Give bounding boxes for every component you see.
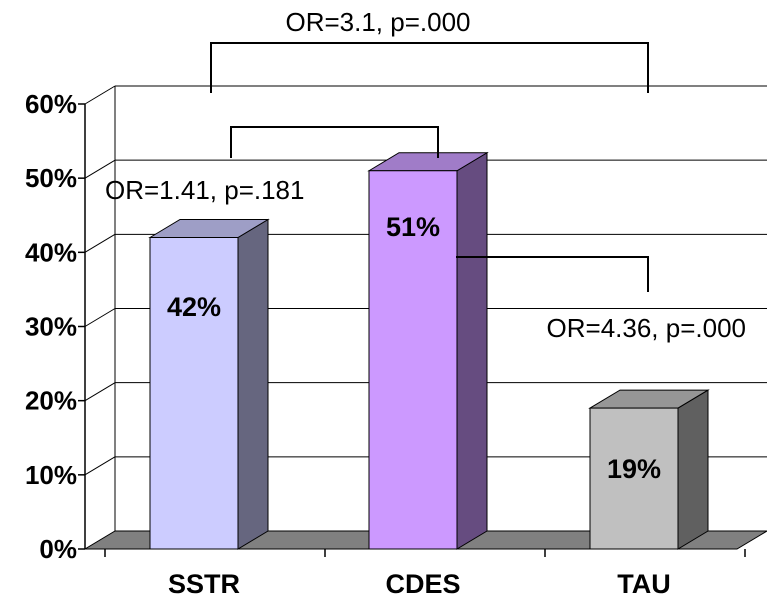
x-tick-label-tau: TAU: [617, 569, 671, 599]
bar-side: [456, 151, 488, 550]
bars: [148, 151, 710, 550]
data-labels: 42% 51% 19%: [167, 212, 661, 484]
gridline-side: [84, 233, 116, 253]
annotation-label-cdes-tau: OR=4.36, p=.000: [547, 313, 746, 343]
y-tick-label: 20%: [25, 386, 77, 416]
gridline-side: [84, 382, 116, 402]
y-tick-labels: 0% 10% 20% 30% 40% 50% 60%: [25, 89, 77, 564]
y-tick-label: 60%: [25, 89, 77, 119]
data-label-cdes: 51%: [386, 212, 440, 242]
axes: [78, 86, 746, 557]
data-label-sstr: 42%: [167, 292, 221, 322]
bar-side: [677, 389, 709, 550]
gridline-side: [84, 456, 116, 476]
y-tick-label: 50%: [25, 163, 77, 193]
annotation-sstr-cdes: OR=1.41, p=.181: [105, 126, 439, 205]
gridline-side: [84, 308, 116, 327]
annotation-label-sstr-tau: OR=3.1, p=.000: [285, 7, 470, 37]
bracket-sstr-cdes: [230, 126, 439, 158]
y-tick-label: 10%: [25, 460, 77, 490]
annotations: OR=3.1, p=.000 OR=1.41, p=.181 OR=4.36, p=…: [105, 7, 746, 343]
bar-tau: [588, 389, 710, 550]
x-tick-labels: SSTR CDES TAU: [168, 569, 671, 599]
bar-front: [589, 407, 679, 550]
bar-sstr: [148, 218, 270, 550]
bar-cdes: [367, 151, 489, 550]
y-tick-label: 40%: [25, 237, 77, 267]
y-tick-label: 0%: [39, 534, 77, 564]
x-tick-label-cdes: CDES: [385, 569, 460, 599]
bar-front: [149, 237, 239, 550]
bar-front: [368, 170, 458, 550]
annotation-sstr-tau: OR=3.1, p=.000: [210, 7, 649, 93]
bracket-sstr-tau: [210, 42, 649, 93]
data-label-tau: 19%: [607, 454, 661, 484]
y-tick-label: 30%: [25, 312, 77, 342]
gridline-side: [84, 85, 116, 105]
bracket-cdes-tau: [456, 256, 649, 292]
annotation-cdes-tau: OR=4.36, p=.000: [456, 256, 746, 343]
x-tick-label-sstr: SSTR: [168, 569, 240, 599]
gridline-side: [84, 159, 116, 179]
bar-side: [237, 218, 269, 550]
annotation-label-sstr-cdes: OR=1.41, p=.181: [105, 175, 304, 205]
